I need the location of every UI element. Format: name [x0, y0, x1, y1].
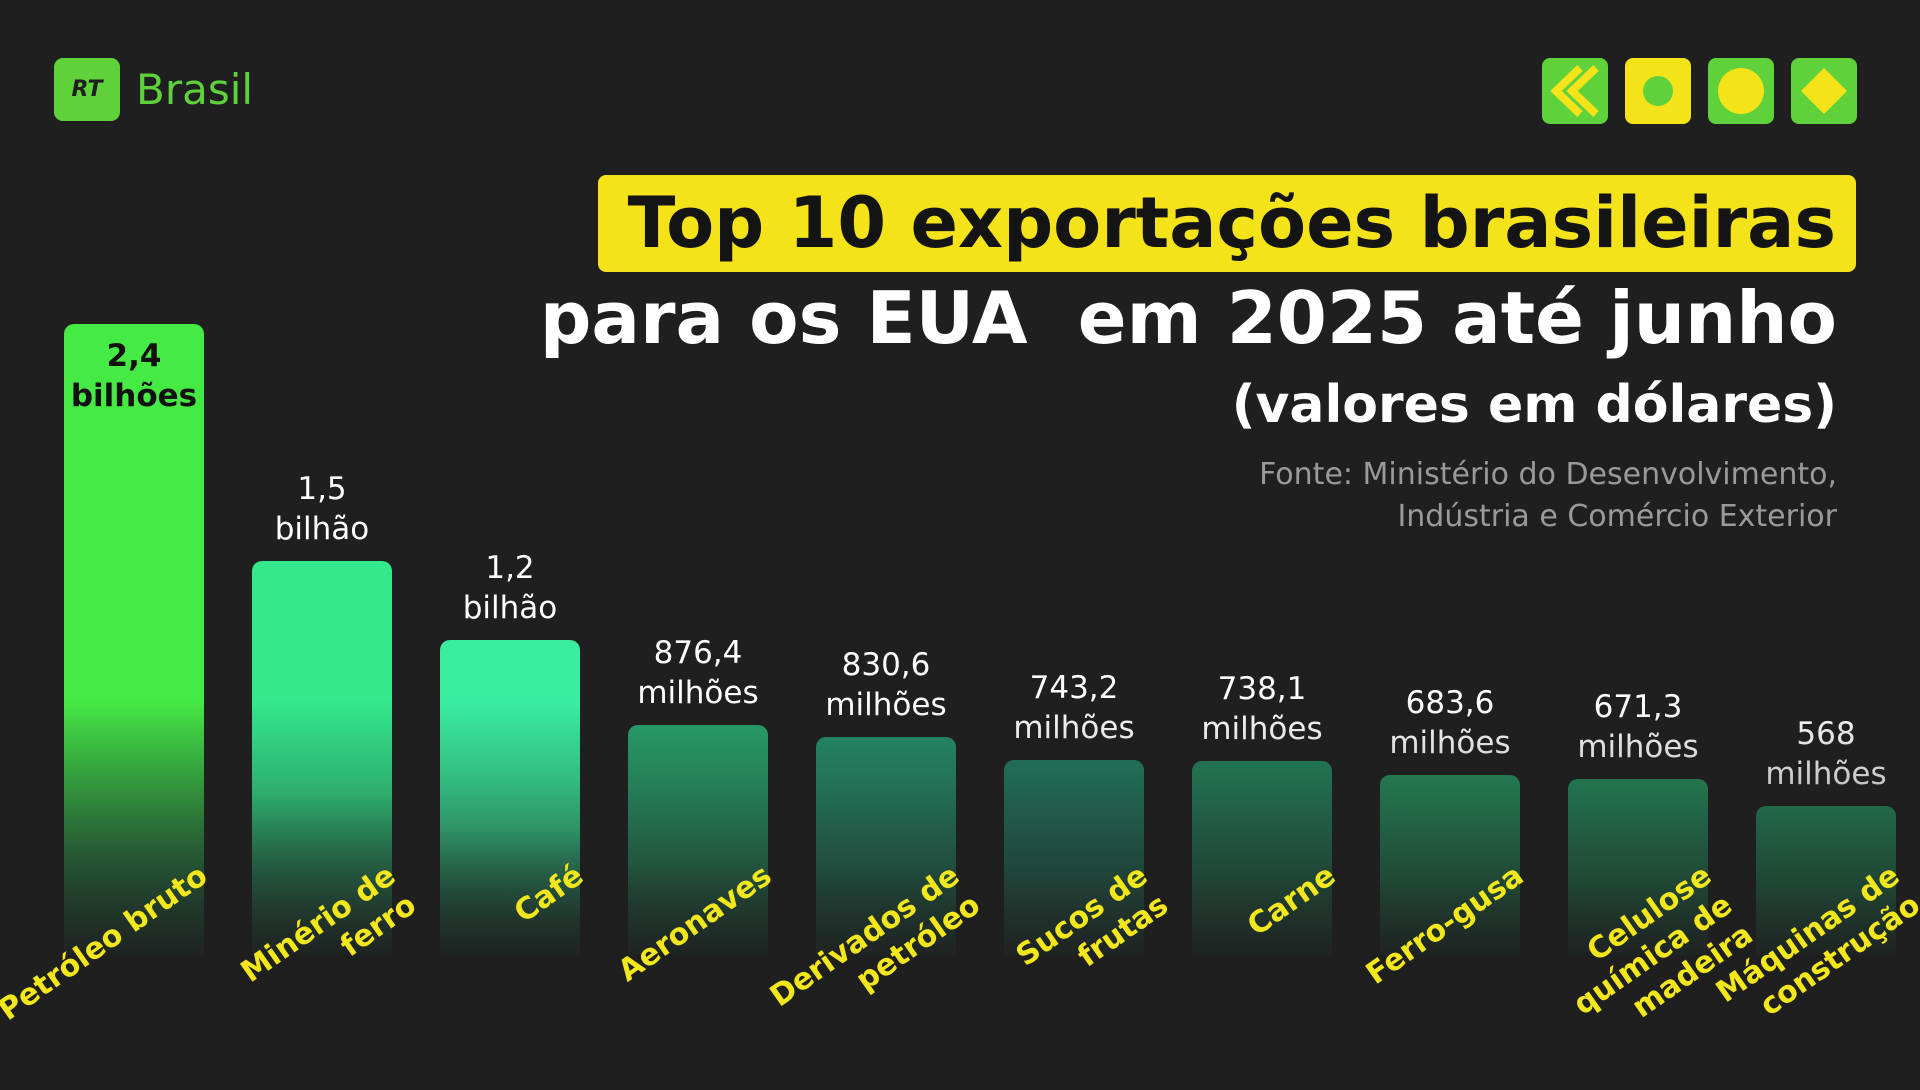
value-label: 738,1 milhões — [1201, 670, 1323, 747]
source: Indústria e Comércio Exterior — [1397, 499, 1837, 534]
value-label: 876,4 milhões — [637, 634, 759, 711]
value-label: 830,6 milhões — [825, 646, 947, 723]
icon-glyph — [1801, 68, 1847, 114]
chart-subtitle: para os EUA em 2025 até junho — [539, 276, 1837, 360]
chart-title: Top 10 exportações brasileiras — [597, 175, 1856, 272]
icon-glyph — [1643, 76, 1673, 106]
icon-glyph — [1550, 65, 1599, 117]
value-label: 683,6 milhões — [1389, 685, 1511, 762]
icon — [1625, 58, 1691, 124]
icon — [1542, 58, 1608, 124]
unit-note: (valores em dólares) — [1231, 375, 1837, 435]
logo-badge: RT — [54, 58, 120, 121]
icon-glyph — [1718, 68, 1764, 114]
value-label: 1,2 bilhão — [462, 549, 558, 626]
icon — [1708, 58, 1774, 124]
value-label: 2,4 bilhões — [70, 338, 198, 414]
value-label: 568 milhões — [1765, 715, 1887, 792]
source: Fonte: Ministério do Desenvolvimento, — [1259, 457, 1837, 492]
value-label: 1,5 bilhão — [274, 470, 370, 547]
icon — [1791, 58, 1857, 124]
value-label: 743,2 milhões — [1013, 669, 1135, 746]
logo-name: Brasil — [136, 65, 254, 114]
bar — [64, 324, 204, 955]
value-label: 671,3 milhões — [1577, 688, 1699, 765]
